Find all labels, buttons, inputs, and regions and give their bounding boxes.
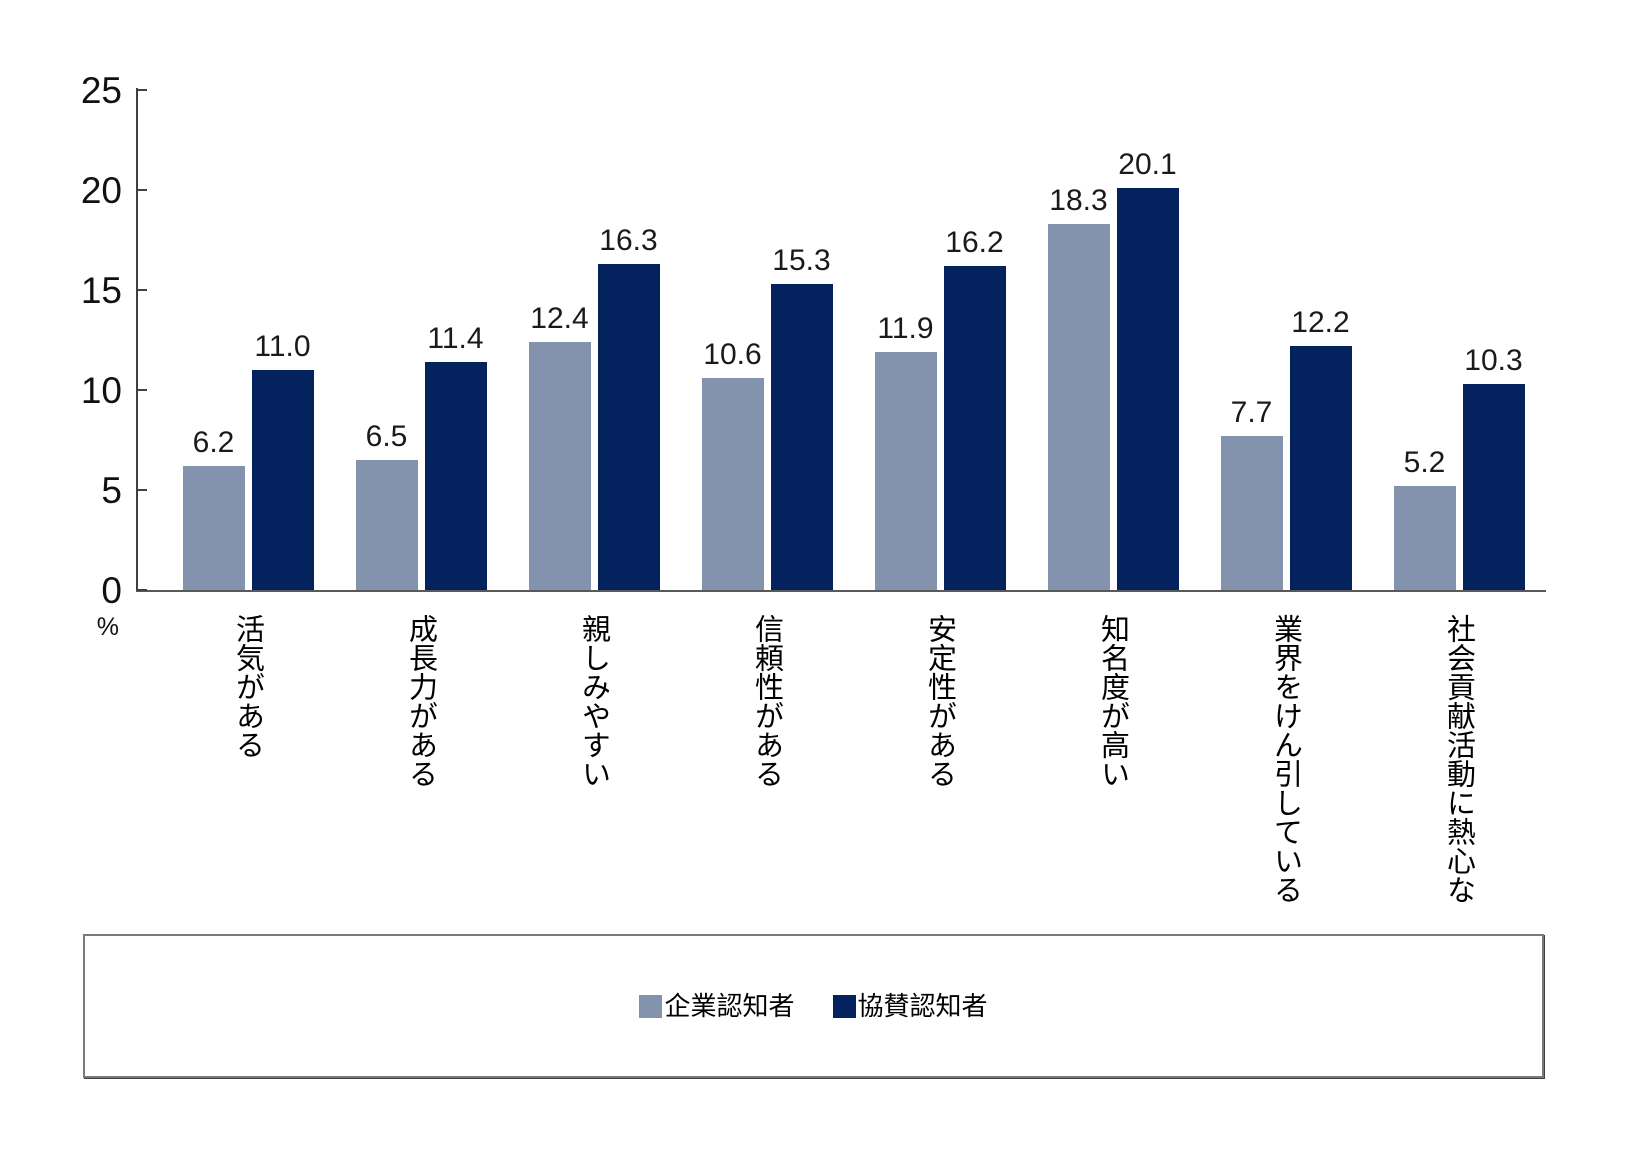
bar-value-label: 12.2 <box>1291 306 1350 339</box>
bar-value-label: 12.4 <box>530 302 589 335</box>
bar-value-label: 6.2 <box>192 426 235 459</box>
bar-series2 <box>251 370 314 590</box>
bar-series1 <box>1220 436 1283 590</box>
y-axis-tick <box>137 189 147 191</box>
legend-item-series-2: 協賛認知者 <box>832 991 988 1021</box>
bar-value-label: 18.3 <box>1049 184 1108 217</box>
bar-value-label: 11.9 <box>877 312 934 345</box>
bar-value-label: 16.3 <box>599 224 658 257</box>
legend-label-series-1: 企業認知者 <box>664 991 795 1021</box>
legend-swatch-kyosan <box>832 994 856 1018</box>
bar-value-label: 15.3 <box>772 244 831 277</box>
bar-series2 <box>770 284 833 590</box>
y-axis-tick-label: 10 <box>80 370 122 411</box>
category-label: 知名度が高い <box>1096 614 1129 788</box>
category-label: 信頼性がある <box>750 614 783 788</box>
bar-value-label: 11.4 <box>427 322 484 355</box>
y-axis <box>136 88 138 592</box>
bar-value-label: 5.2 <box>1403 446 1446 479</box>
category-label: 社会貢献活動に熱心な <box>1442 614 1475 904</box>
bar-value-label: 10.6 <box>703 338 762 371</box>
legend-box: 企業認知者 協賛認知者 <box>83 934 1544 1078</box>
y-axis-tick <box>137 489 147 491</box>
bar-value-label: 16.2 <box>945 226 1004 259</box>
bar-series1 <box>182 466 245 590</box>
y-axis-tick-label: 5 <box>101 470 122 511</box>
bar-series1 <box>528 342 591 590</box>
y-axis-unit-label: % <box>96 613 119 641</box>
bar-value-label: 6.5 <box>365 420 408 453</box>
y-axis-tick-label: 25 <box>80 70 122 111</box>
legend-swatch-kigyo <box>639 994 663 1018</box>
category-label: 活気がある <box>231 614 264 759</box>
x-axis <box>136 590 1546 592</box>
legend-row: 企業認知者 協賛認知者 <box>639 991 988 1021</box>
y-axis-tick-label: 20 <box>80 170 122 211</box>
bar-series2 <box>597 264 660 590</box>
legend-item-series-1: 企業認知者 <box>639 991 795 1021</box>
y-axis-tick <box>137 589 147 591</box>
bar-value-label: 20.1 <box>1118 148 1177 181</box>
y-axis-tick-label: 0 <box>101 570 122 611</box>
y-axis-tick <box>137 389 147 391</box>
bar-series1 <box>701 378 764 590</box>
category-label: 成長力がある <box>404 614 437 788</box>
legend-label-series-2: 協賛認知者 <box>857 991 988 1021</box>
category-label: 業界をけん引している <box>1269 614 1302 904</box>
bar-value-label: 10.3 <box>1464 344 1523 377</box>
bar-series1 <box>874 352 937 590</box>
bar-series2 <box>1116 188 1179 590</box>
bar-series2 <box>1462 384 1525 590</box>
bar-series1 <box>355 460 418 590</box>
y-axis-tick <box>137 89 147 91</box>
bar-series1 <box>1047 224 1110 590</box>
bar-value-label: 7.7 <box>1230 396 1273 429</box>
bar-series2 <box>943 266 1006 590</box>
y-axis-tick-label: 15 <box>80 270 122 311</box>
bar-series2 <box>1289 346 1352 590</box>
bar-series1 <box>1393 486 1456 590</box>
y-axis-tick <box>137 289 147 291</box>
category-label: 親しみやすい <box>577 614 610 788</box>
bar-series2 <box>424 362 487 590</box>
category-label: 安定性がある <box>923 614 956 788</box>
bar-value-label: 11.0 <box>254 330 311 363</box>
